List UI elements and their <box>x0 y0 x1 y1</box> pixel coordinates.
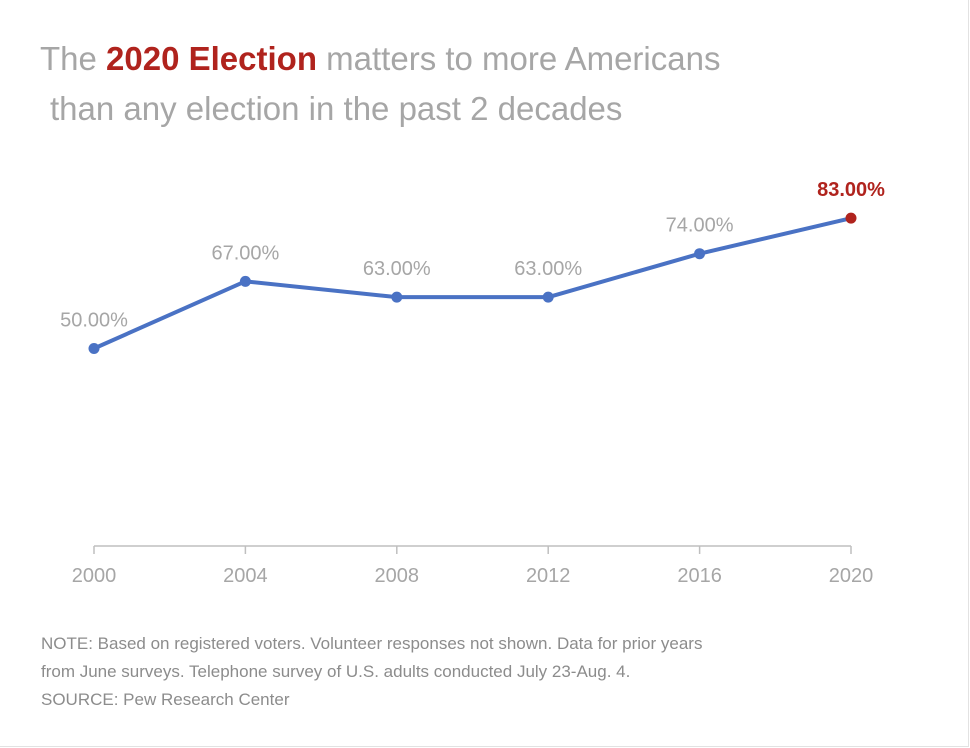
line-chart: 2000 2004 2008 2012 2016 2020 50.00% 67.00% 63.… <box>60 179 885 587</box>
data-label: 74.00% <box>666 215 734 237</box>
data-point <box>88 343 100 354</box>
data-label: 67.00% <box>211 242 279 264</box>
x-tick-label: 2008 <box>375 565 420 587</box>
series-line <box>92 216 853 351</box>
data-label: 63.00% <box>514 258 582 280</box>
x-tick-label: 2000 <box>72 565 117 587</box>
title-line2: than any election in the past 2 decades <box>50 90 623 127</box>
x-tick-label: 2012 <box>526 565 571 587</box>
chart-title: The 2020 Election matters to more Americ… <box>40 34 940 134</box>
title-highlight: 2020 Election <box>106 40 317 77</box>
title-rest: matters to more Americans <box>317 40 721 77</box>
data-point <box>542 291 554 303</box>
chart-notes: NOTE: Based on registered voters. Volunt… <box>41 630 941 714</box>
data-label: 63.00% <box>363 258 431 280</box>
x-tick-label: 2016 <box>677 565 722 587</box>
data-point <box>239 275 251 287</box>
note-line-2: from June surveys. Telephone survey of U… <box>41 662 631 681</box>
data-label-highlight: 83.00% <box>817 179 885 201</box>
data-point-highlight <box>845 212 857 224</box>
x-tick-label: 2004 <box>223 565 268 587</box>
data-label: 50.00% <box>60 310 128 332</box>
title-prefix: The <box>40 40 107 77</box>
x-tick-label: 2020 <box>829 565 874 587</box>
data-point <box>391 291 403 303</box>
data-point <box>694 248 706 260</box>
source-line: SOURCE: Pew Research Center <box>41 690 290 709</box>
note-line-1: NOTE: Based on registered voters. Volunt… <box>41 634 703 653</box>
